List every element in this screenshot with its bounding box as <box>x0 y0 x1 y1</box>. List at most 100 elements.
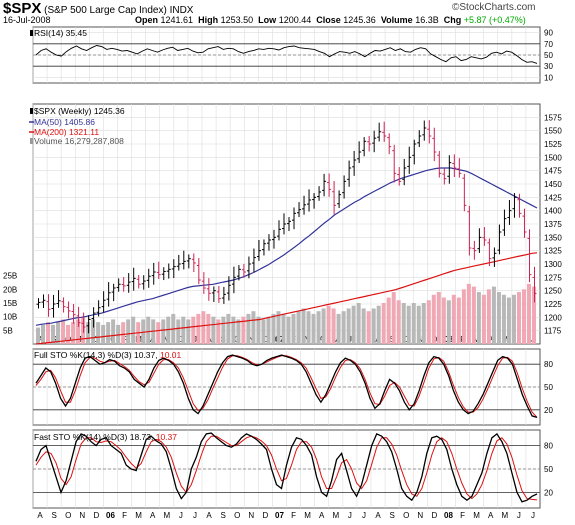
volume-bar <box>51 324 56 344</box>
fast-sto-legend-text: Fast STO %K(14) %D(3) 18.73, <box>34 432 156 442</box>
volume-bar <box>76 319 81 344</box>
bottom-month-label: S <box>51 511 56 520</box>
volume-tick-label: 25B <box>3 272 17 281</box>
brand-logo: ©StockCharts.com <box>452 2 536 13</box>
price-month-label: D <box>262 335 268 344</box>
volume-bar <box>311 313 316 344</box>
volume-bar <box>111 319 116 344</box>
low-label: Low <box>258 15 277 25</box>
chg-label: Chg <box>443 15 462 25</box>
bottom-month-label: J <box>179 511 183 520</box>
volume-bar <box>61 319 66 344</box>
volume-bar <box>226 313 231 344</box>
open-value: 1241.61 <box>160 15 194 25</box>
volume-bar <box>166 316 171 344</box>
bottom-month-label: S <box>220 511 225 520</box>
bottom-month-label: O <box>234 511 240 520</box>
y-tick-label-rsi: 70 <box>544 40 553 49</box>
bottom-month-label: D <box>93 511 99 520</box>
price-month-label: A <box>488 335 494 344</box>
volume-bar <box>356 303 361 344</box>
bottom-month-label: M <box>135 511 142 520</box>
volume-bar <box>46 322 51 344</box>
bottom-month-label: D <box>262 511 268 520</box>
volume-bar <box>316 311 321 344</box>
volume-bar <box>36 327 41 344</box>
volume-bar <box>461 289 466 344</box>
volume-bar <box>156 322 161 344</box>
y-tick-label-price: 1175 <box>544 327 562 336</box>
volume-bar <box>511 294 516 344</box>
volume-bar <box>431 294 436 344</box>
volume-bar <box>216 319 221 344</box>
ma200-legend: MA(200) 1321.11 <box>34 127 99 137</box>
volume-bar <box>176 319 181 344</box>
rsi-legend-text: RSI(14) 35.45 <box>34 28 87 38</box>
volume-bar <box>146 316 151 344</box>
quote-row: Open 1241.61 High 1253.50 Low 1200.44 Cl… <box>135 15 526 25</box>
ma200-legend-text: MA(200) 1321.11 <box>34 127 100 137</box>
volume-bar <box>381 303 386 344</box>
volume-bar <box>336 313 341 344</box>
volume-bar <box>101 324 106 344</box>
volume-bar <box>491 286 496 344</box>
volume-value: 16.3B <box>415 15 439 25</box>
high-value: 1253.50 <box>220 15 254 25</box>
close-value: 1245.36 <box>343 15 376 25</box>
y-tick-label-rsi: 10 <box>544 73 553 82</box>
volume-bar <box>241 316 246 344</box>
bottom-month-label: A <box>37 511 43 520</box>
volume-bar <box>91 319 96 344</box>
bottom-month-label: 08 <box>444 511 453 520</box>
volume-bar <box>456 297 461 344</box>
high-label: High <box>198 15 219 25</box>
bottom-month-label: A <box>488 511 494 520</box>
bottom-month-label: J <box>531 511 535 520</box>
header-row-1: $SPX (S&P 500 Large Cap Index) INDX <box>3 0 193 17</box>
volume-bar <box>121 322 126 344</box>
volume-bar <box>441 297 446 344</box>
bottom-month-label: M <box>304 511 311 520</box>
y-tick-label-price: 1300 <box>544 260 562 269</box>
rsi-legend: RSI(14) 35.45 <box>34 28 87 38</box>
y-tick-label-price: 1425 <box>544 193 562 202</box>
volume-bar <box>326 305 331 344</box>
bottom-month-label: 06 <box>106 511 115 520</box>
volume-bar <box>376 305 381 344</box>
price-legend-text: $SPX (Weekly) 1245.36 <box>34 106 125 116</box>
fast-sto-k-line <box>35 432 538 503</box>
volume-bar <box>181 316 186 344</box>
volume-bar <box>346 308 351 344</box>
bottom-month-label: O <box>65 511 71 520</box>
fast-sto-legend: Fast STO %K(14) %D(3) 18.73, 10.37 <box>34 432 177 442</box>
volume-bar <box>191 316 196 344</box>
volume-bar <box>246 313 251 344</box>
volume-bar <box>406 305 411 344</box>
full-sto-k-line <box>35 354 538 419</box>
full-sto-legend: Full STO %K(14,3) %D(3) 10.37, 10.01 <box>34 350 181 360</box>
y-tick-label-rsi: 90 <box>544 29 553 38</box>
fast-sto-d-value: 10.37 <box>155 432 177 442</box>
volume-bar <box>496 292 501 344</box>
bottom-month-label: 07 <box>275 511 284 520</box>
volume-bar <box>471 286 476 344</box>
y-tick-label-fast: 50 <box>544 465 553 474</box>
open-label: Open <box>135 15 159 25</box>
volume-bar <box>421 303 426 344</box>
bottom-month-label: A <box>375 511 381 520</box>
price-month-label: O <box>403 335 409 344</box>
header-row-2: 16-Jul-2008 <box>3 15 51 25</box>
volume-bar <box>201 311 206 344</box>
volume-bar <box>366 311 371 344</box>
volume-bar <box>296 311 301 344</box>
volume-bar <box>236 319 241 344</box>
volume-bar <box>251 311 256 344</box>
volume-bar <box>436 292 441 344</box>
volume-bar <box>331 308 336 344</box>
y-tick-label-price: 1475 <box>544 167 562 176</box>
volume-bar <box>411 303 416 344</box>
volume-bar <box>271 313 276 344</box>
price-month-label: A <box>37 335 43 344</box>
volume-bar <box>66 324 71 344</box>
